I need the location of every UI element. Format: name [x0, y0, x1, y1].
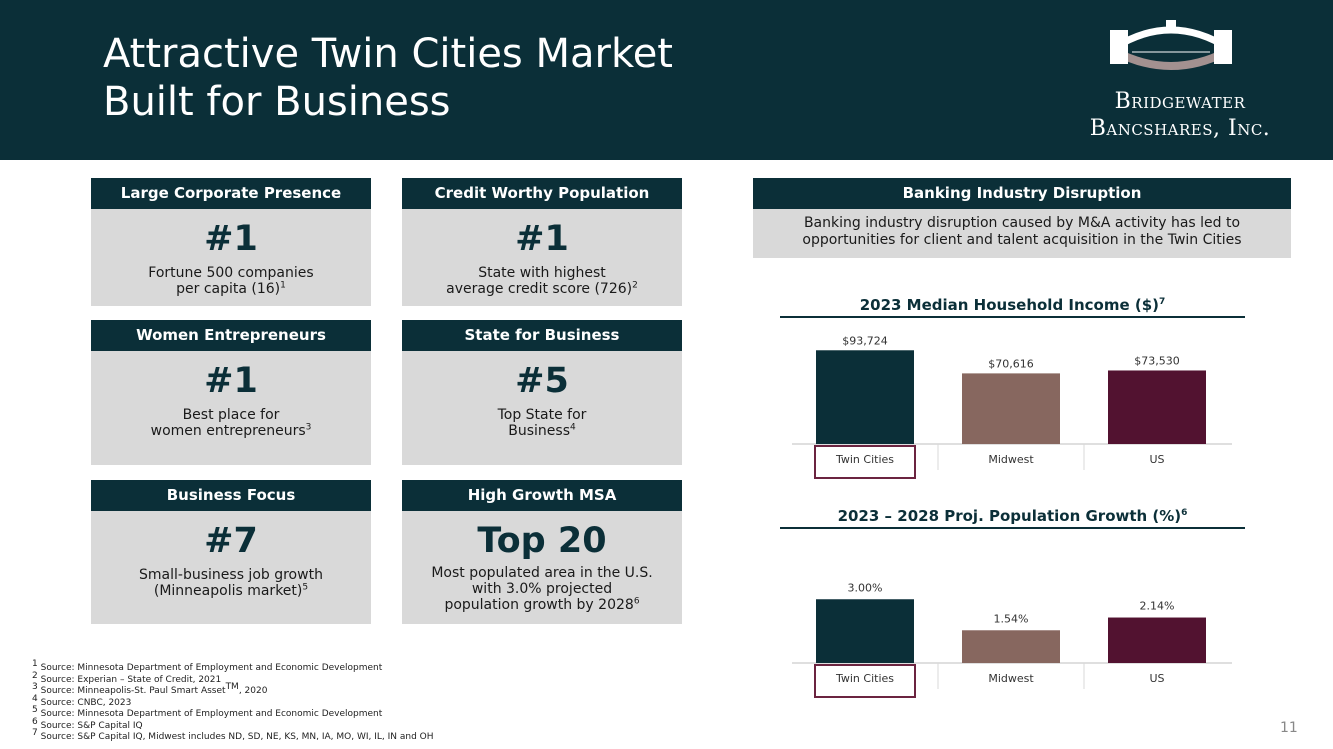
card-desc-line: Business4	[508, 422, 576, 439]
income-bar-chart: $93,724 Twin Cities $70,616 Midwest $73,530 U…	[792, 334, 1232, 479]
card-rank: #7	[204, 521, 258, 561]
card-desc-line: Fortune 500 companies	[148, 265, 314, 281]
card-desc-line: (Minneapolis market)5	[153, 582, 309, 599]
card-state-for-business: State for Business #5 Top State for Busi…	[402, 320, 682, 465]
highlight-box	[814, 664, 916, 698]
bar-twin-cities	[816, 599, 914, 663]
card-women-entrepreneurs: Women Entrepreneurs #1 Best place for wo…	[91, 320, 371, 465]
bridge-arch-logo-icon	[1110, 20, 1232, 70]
footnote-4: 4 Source: CNBC, 2023	[32, 693, 132, 708]
data-label: $73,530	[1134, 354, 1180, 367]
logo-line1: Bridgewater	[1114, 89, 1246, 114]
category-label: Midwest	[988, 672, 1034, 685]
card-rank: #5	[515, 361, 569, 401]
card-business-focus: Business Focus #7 Small-business job gro…	[91, 480, 371, 624]
footnote-1: 1 Source: Minnesota Department of Employ…	[32, 659, 383, 674]
income-chart-title-text: 2023 Median Household Income ($)	[859, 296, 1160, 314]
card-heading: Business Focus	[91, 480, 371, 511]
bar-twin-cities	[816, 350, 914, 444]
data-label: $93,724	[842, 334, 888, 347]
logo-line2: Bancshares, Inc.	[1089, 116, 1271, 141]
disruption-line1: Banking industry disruption caused by M&…	[803, 215, 1241, 231]
category-label: US	[1149, 453, 1164, 466]
bar-us	[1108, 370, 1206, 444]
card-desc-line: Top State for	[497, 407, 587, 423]
card-rank: #1	[204, 219, 258, 259]
card-desc-line: per capita (16)1	[176, 280, 286, 297]
card-heading: Credit Worthy Population	[402, 178, 682, 209]
footnote-5: 5 Source: Minnesota Department of Employ…	[32, 705, 383, 720]
card-description: State with highest average credit score …	[402, 265, 682, 297]
page-number: 11	[1280, 720, 1298, 736]
disruption-line2: opportunities for client and talent acqu…	[802, 232, 1242, 248]
card-desc-line: population growth by 20286	[444, 596, 640, 613]
data-label: $70,616	[988, 357, 1034, 370]
card-description: Most populated area in the U.S. with 3.0…	[402, 565, 682, 613]
footnote-6: 6 Source: S&P Capital IQ	[32, 716, 143, 731]
card-desc-line: women entrepreneurs3	[150, 422, 312, 439]
bar-us	[1108, 617, 1206, 663]
category-label: Twin Cities	[835, 453, 894, 466]
card-large-corporate-presence: Large Corporate Presence #1 Fortune 500 …	[91, 178, 371, 306]
card-description: Top State for Business4	[402, 407, 682, 439]
card-description: Best place for women entrepreneurs3	[91, 407, 371, 439]
card-heading: Large Corporate Presence	[91, 178, 371, 209]
population-chart-title: 2023 – 2028 Proj. Population Growth (%)6	[780, 507, 1245, 529]
footnote-7: 7 Source: S&P Capital IQ, Midwest includ…	[32, 728, 434, 743]
card-rank: Top 20	[477, 521, 607, 561]
bar-midwest	[962, 630, 1060, 663]
card-desc-line: Small-business job growth	[139, 567, 323, 583]
category-label: Midwest	[988, 453, 1034, 466]
data-label: 1.54%	[994, 612, 1029, 625]
card-desc-line: with 3.0% projected	[471, 581, 613, 597]
data-label: 2.14%	[1140, 600, 1175, 613]
bar-midwest	[962, 373, 1060, 444]
card-desc-line: average credit score (726)2	[446, 280, 638, 297]
card-heading: State for Business	[402, 320, 682, 351]
data-label: 3.00%	[848, 581, 883, 594]
category-label: US	[1149, 672, 1164, 685]
population-chart-title-text: 2023 – 2028 Proj. Population Growth (%)	[837, 507, 1182, 525]
card-description: Small-business job growth (Minneapolis m…	[91, 567, 371, 599]
footnote-3: 3 Source: Minneapolis-St. Paul Smart Ass…	[32, 682, 268, 697]
card-description: Fortune 500 companies per capita (16)1	[91, 265, 371, 297]
category-label: Twin Cities	[835, 672, 894, 685]
highlight-box	[814, 445, 916, 479]
page-title-line1: Attractive Twin Cities Market	[103, 31, 673, 77]
income-chart-title: 2023 Median Household Income ($)7	[780, 296, 1245, 318]
header-banner: Attractive Twin Cities Market Built for …	[0, 0, 1333, 160]
company-logo-text: Bridgewater Bancshares, Inc.	[1040, 88, 1320, 142]
card-desc-line: State with highest	[478, 265, 606, 281]
disruption-heading: Banking Industry Disruption	[753, 178, 1291, 209]
footnotes: 1 Source: Minnesota Department of Employ…	[32, 659, 434, 744]
footnote-2: 2 Source: Experian – State of Credit, 20…	[32, 670, 222, 685]
card-rank: #1	[204, 361, 258, 401]
card-desc-line: Most populated area in the U.S.	[431, 565, 653, 581]
card-desc-line: Best place for	[182, 407, 280, 423]
page-title: Attractive Twin Cities Market Built for …	[103, 30, 673, 126]
card-high-growth-msa: High Growth MSA Top 20 Most populated ar…	[402, 480, 682, 624]
disruption-description: Banking industry disruption caused by M&…	[753, 209, 1291, 258]
card-heading: High Growth MSA	[402, 480, 682, 511]
card-heading: Women Entrepreneurs	[91, 320, 371, 351]
page-title-line2: Built for Business	[103, 79, 451, 125]
card-rank: #1	[515, 219, 569, 259]
card-credit-worthy-population: Credit Worthy Population #1 State with h…	[402, 178, 682, 306]
population-bar-chart: 3.00% Twin Cities 1.54% Midwest 2.14% US	[792, 581, 1232, 698]
